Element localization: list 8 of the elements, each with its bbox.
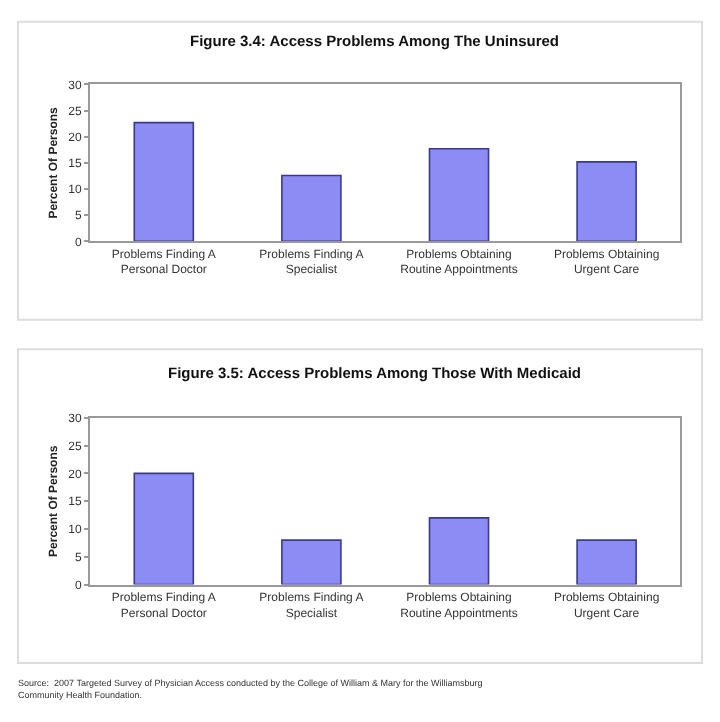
bar	[281, 539, 342, 585]
bar	[133, 472, 195, 585]
bar	[576, 161, 637, 242]
bar	[281, 174, 342, 242]
bar	[133, 121, 195, 242]
bar	[428, 147, 490, 242]
bar	[576, 539, 637, 585]
bar	[428, 517, 490, 585]
